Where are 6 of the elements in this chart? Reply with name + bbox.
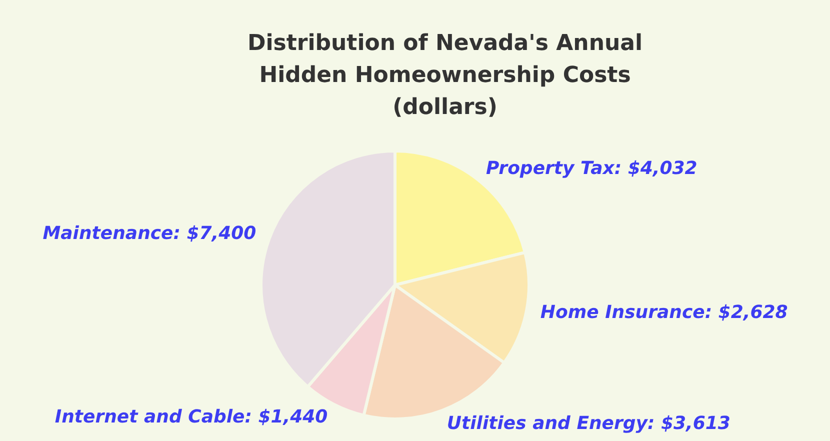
chart-title: Distribution of Nevada's Annual Hidden Homeownership Costs (dollars) [246,30,644,122]
slice-label: Home Insurance: $2,628 [540,302,788,323]
slice-label: Maintenance: $7,400 [42,223,256,244]
slice-label: Property Tax: $4,032 [486,158,698,179]
slice-label: Internet and Cable: $1,440 [54,406,328,428]
slice-label: Utilities and Energy: $3,613 [446,413,730,434]
